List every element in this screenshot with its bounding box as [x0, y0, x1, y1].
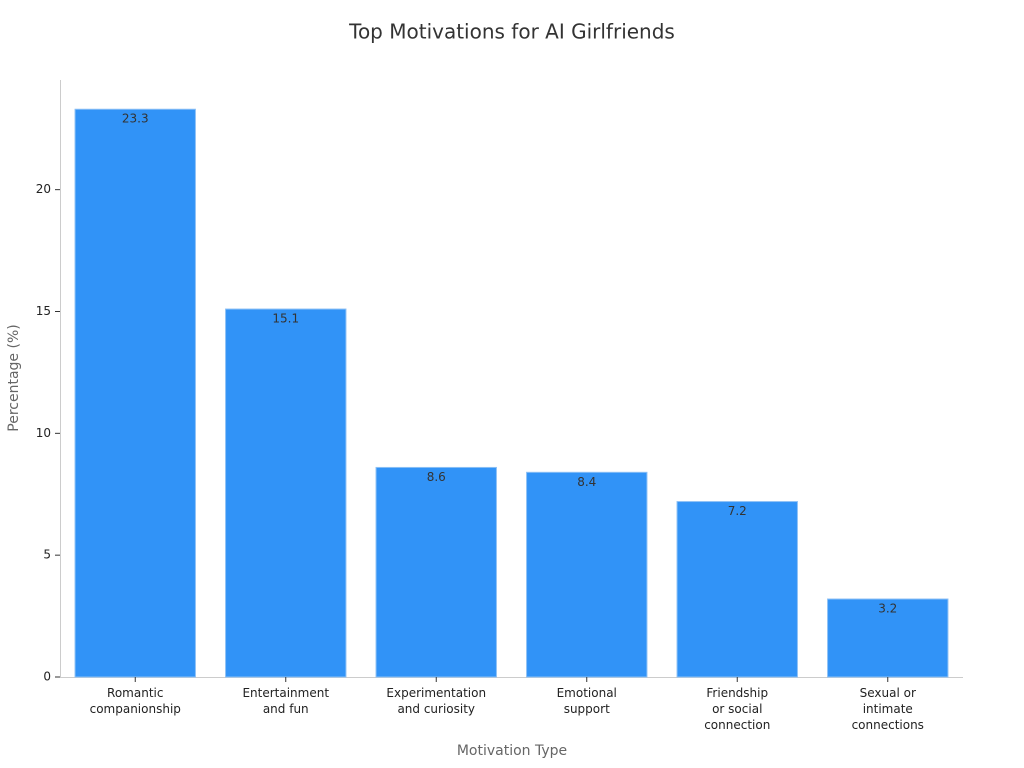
- x-tick-label-line: Entertainment: [242, 686, 329, 700]
- x-tick-label-line: intimate: [863, 702, 913, 716]
- x-tick-label-line: Emotional: [557, 686, 617, 700]
- x-tick-label-line: connections: [852, 718, 924, 732]
- y-tick-label: 10: [36, 426, 51, 440]
- value-label: 7.2: [728, 504, 747, 518]
- value-label: 23.3: [122, 112, 149, 126]
- x-tick-label: Romantic companionship: [90, 686, 181, 716]
- bar: [526, 471, 648, 678]
- bar: [676, 501, 798, 678]
- x-tick-label-line: companionship: [90, 702, 181, 716]
- y-tick-label: 20: [36, 182, 51, 196]
- x-tick-label-line: and fun: [263, 702, 309, 716]
- bar: [225, 308, 347, 678]
- y-tick-label: 0: [43, 670, 51, 684]
- y-axis-label: Percentage (%): [6, 324, 22, 431]
- value-label: 3.2: [878, 602, 897, 616]
- x-tick-label-line: Experimentation: [386, 686, 486, 700]
- value-label: 8.6: [427, 470, 446, 484]
- value-label: 8.4: [577, 475, 596, 489]
- x-tick-label: Entertainment and fun: [242, 686, 329, 716]
- x-tick-label: Sexual or intimate connections: [852, 686, 924, 732]
- bar: [375, 466, 497, 678]
- x-tick-label-line: Romantic: [107, 686, 163, 700]
- value-label: 15.1: [272, 312, 299, 326]
- x-axis-label: Motivation Type: [457, 743, 567, 759]
- x-tick-label-line: support: [564, 702, 610, 716]
- x-tick-label: Emotional support: [557, 686, 617, 716]
- chart-title: Top Motivations for AI Girlfriends: [348, 20, 675, 44]
- x-tick-label: Experimentation and curiosity: [386, 686, 486, 716]
- bar: [74, 108, 196, 678]
- y-tick-label: 15: [36, 304, 51, 318]
- bar: [827, 598, 949, 678]
- x-tick-label-line: Sexual or: [860, 686, 916, 700]
- x-tick-label-line: and curiosity: [397, 702, 475, 716]
- y-tick-label: 5: [43, 548, 51, 562]
- x-tick-label-line: Friendship: [706, 686, 768, 700]
- x-tick-label: Friendship or social connection: [704, 686, 770, 732]
- x-tick-label-line: or social: [712, 702, 762, 716]
- x-tick-label-line: connection: [704, 718, 770, 732]
